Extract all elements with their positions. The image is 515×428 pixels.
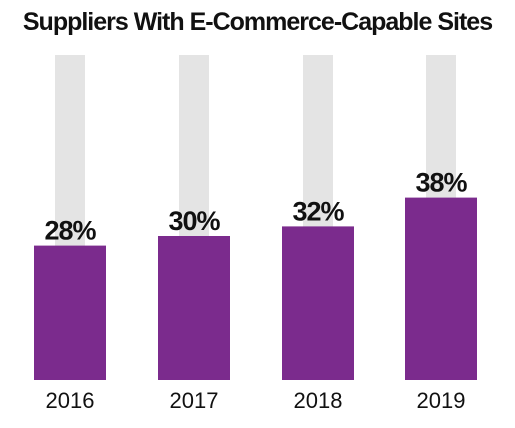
value-label-2017: 30% xyxy=(168,206,220,236)
category-label-layer: 2016 2017 2018 2019 xyxy=(46,388,466,413)
track-layer xyxy=(55,55,456,380)
bar-2016 xyxy=(34,245,106,380)
value-label-2018: 32% xyxy=(292,196,344,226)
category-label-2018: 2018 xyxy=(294,388,343,413)
value-label-2019: 38% xyxy=(415,168,467,198)
chart-title: Suppliers With E-Commerce-Capable Sites xyxy=(22,8,493,36)
value-label-2016: 28% xyxy=(44,216,96,246)
category-label-2017: 2017 xyxy=(170,388,219,413)
category-label-2016: 2016 xyxy=(46,388,95,413)
category-label-2019: 2019 xyxy=(417,388,466,413)
bar-2019 xyxy=(405,197,477,380)
bar-2018 xyxy=(282,226,354,380)
bar-layer xyxy=(34,197,477,380)
value-label-layer: 28% 30% 32% 38% xyxy=(44,168,468,246)
bar-2017 xyxy=(158,236,230,380)
